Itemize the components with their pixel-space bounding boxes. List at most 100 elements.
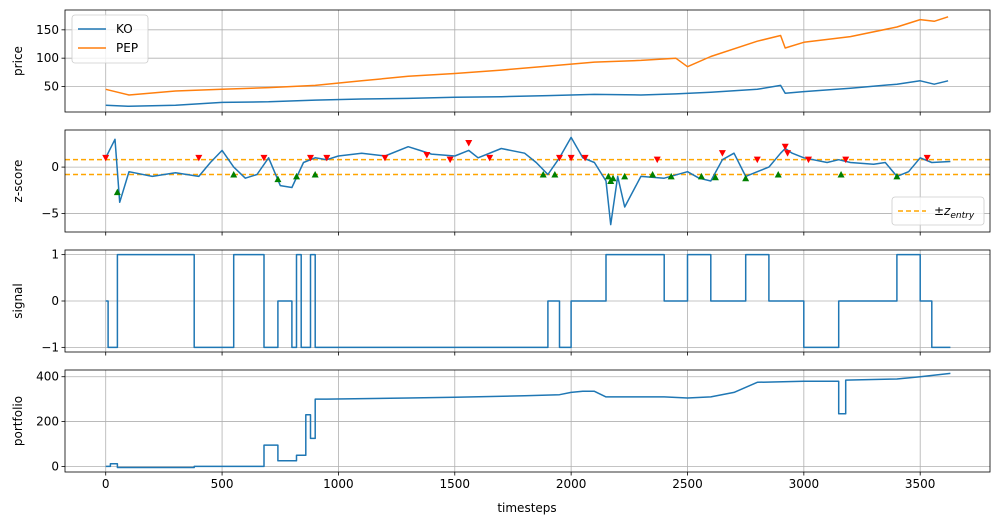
buy-marker [893,172,901,180]
signal-series-group [105,253,951,349]
x-ticks [105,232,921,236]
y-tick-label: 400 [36,370,59,384]
sell-marker [381,154,389,162]
plot-area [65,130,990,232]
sell-marker [260,154,268,162]
y-ticks: 0 200 400 [36,370,65,473]
legend-label-ko: KO [116,22,133,36]
sell-marker [781,143,789,151]
grid [65,10,990,112]
legend: KO PEP [71,14,149,64]
buy-marker [113,188,121,196]
y-tick-label: −5 [41,206,59,220]
plot-area [65,370,990,472]
price-series-group [105,16,949,108]
sell-marker [465,139,473,147]
y-tick-label: 0 [51,160,59,174]
buy-marker [311,171,319,178]
signal-axes: −1 0 1 signal [11,248,991,356]
y-tick-label: 200 [36,415,59,429]
buy-marker [667,172,675,180]
series-line-pep [105,16,949,96]
y-tick-label: 50 [44,80,59,94]
sell-marker [804,156,812,164]
x-tick-label: 3500 [905,477,936,491]
buy-marker [551,171,559,178]
sell-marker [486,154,494,162]
x-tick-label: 1000 [323,477,354,491]
buy-marker [837,171,845,178]
buy-marker [539,171,547,178]
x-tick-label: 1500 [440,477,471,491]
sell-marker [581,154,589,162]
x-ticks [105,352,921,356]
axes-frame [64,9,991,113]
legend-label-pep: PEP [116,41,138,55]
sell-marker [423,152,431,159]
legend-frame [891,196,985,226]
y-axis-label: z-score [11,160,25,203]
portfolio-axes: 0 200 400 0 500 1000 1500 2000 2500 3000 3500 por… [11,369,991,515]
sell-marker [307,154,315,162]
sell-marker [555,154,563,162]
x-axis-label: timesteps [497,501,556,515]
axes-frame [64,369,991,473]
sell-marker [842,156,850,164]
buy-marker [230,171,238,178]
x-ticks [105,112,921,116]
portfolio-series-group [105,372,951,469]
sell-marker [323,154,331,162]
sell-marker [753,156,761,164]
x-tick-label: 2000 [556,477,587,491]
price-axes: 50 100 150 price KO PEP [11,9,991,116]
y-ticks: −1 0 1 [41,248,65,354]
zscore-axes: −5 0 z-score ±zentry [11,129,991,236]
sell-marker [102,154,110,162]
y-tick-label: 1 [51,248,59,262]
legend-label-z-entry-main: ±z [934,204,951,218]
sell-marker [718,150,726,157]
legend-frame [71,14,149,64]
sell-marker [446,156,454,164]
y-ticks: −5 0 [41,160,65,220]
x-ticks: 0 500 1000 1500 2000 2500 3000 3500 [102,472,936,491]
legend-label-z-entry: ±zentry [934,204,975,221]
y-axis-label: price [11,46,25,76]
buy-marker [774,171,782,178]
grid [65,130,990,232]
buy-marker [711,173,719,181]
x-tick-label: 0 [102,477,110,491]
sell-marker [784,150,792,157]
sell-marker [195,154,203,162]
series-line-2-0 [105,253,951,349]
buy-marker [621,172,629,180]
buy-marker [604,172,612,180]
buy-marker [649,171,657,178]
x-tick-label: 2500 [672,477,703,491]
buy-marker [293,172,301,180]
y-tick-label: 150 [36,23,59,37]
series-line-3-0 [105,372,951,469]
trade-markers [102,139,931,196]
buy-marker [609,174,617,182]
buy-marker [274,175,282,183]
axes-frame [64,129,991,233]
sell-marker [653,156,661,164]
y-axis-label: portfolio [11,396,25,446]
series-line-ko [105,80,949,108]
y-tick-label: 0 [51,294,59,308]
y-tick-label: 0 [51,459,59,473]
y-tick-label: 100 [36,51,59,65]
sell-marker [567,154,575,162]
y-axis-label: signal [11,283,25,319]
y-ticks: 50 100 150 [36,23,65,94]
buy-marker [742,174,750,182]
plot-area [65,10,990,112]
legend-label-z-entry-sub: entry [950,211,974,221]
x-tick-label: 3000 [789,477,820,491]
sell-marker [923,154,931,162]
legend: ±zentry [891,196,985,226]
buy-marker [697,172,705,180]
x-tick-label: 500 [211,477,234,491]
